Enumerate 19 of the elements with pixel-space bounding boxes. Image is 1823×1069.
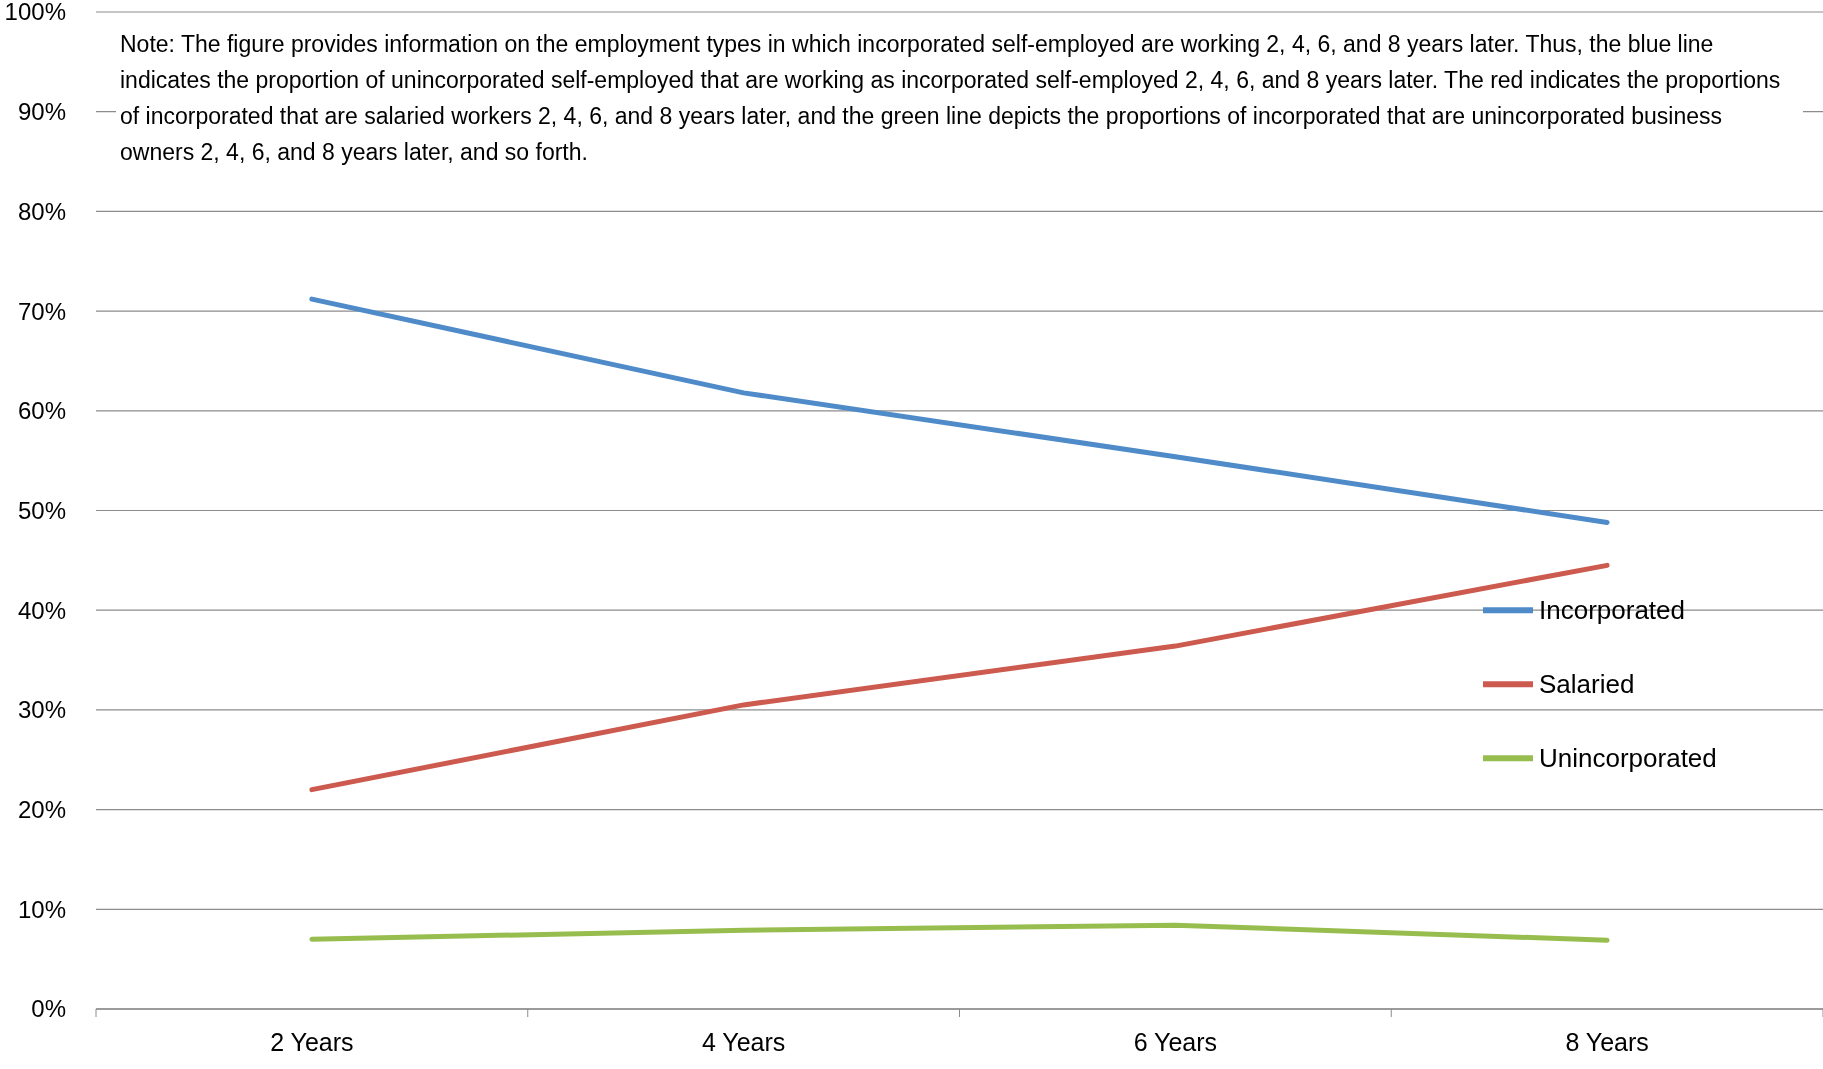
y-tick-label: 50% [17,496,66,524]
x-tick-label: 8 Years [1565,1028,1649,1056]
y-tick-label: 60% [17,397,66,425]
x-tick-label: 4 Years [701,1028,786,1056]
y-tick-label: 80% [17,197,66,225]
y-tick-label: 40% [17,596,66,624]
legend-label: Unincorporated [1539,743,1717,774]
y-tick-label: 30% [17,696,66,724]
y-tick-label: 90% [17,98,66,126]
y-tick-label: 10% [17,895,66,923]
annotation: Note: The figure provides information on the employment types in which incorporated self-employed are working 2, 4, 6, and 8 years later. Thus, the blue line indicates the proportion of unincorporated self-employed that are working as incorporated self-employed 2, 4, 6, and 8 years later. The red indicates the proportions of incorporated that are salaried workers 2, 4, 6, and 8 years later, and the green line depicts the proportions of incorporated that are unincorporated business owners 2, 4, 6, and 8 years later, and so forth. [120,31,1781,165]
y-tick-label: 100% [4,0,66,26]
legend-label: Incorporated [1539,595,1685,626]
x-tick-label: 2 Years [270,1028,354,1056]
y-tick-label: 70% [17,297,66,325]
y-tick-label: 20% [17,796,66,823]
y-tick-label: 0% [31,995,66,1023]
legend-label: Salaried [1539,669,1635,700]
x-tick-label: 6 Years [1133,1028,1218,1056]
